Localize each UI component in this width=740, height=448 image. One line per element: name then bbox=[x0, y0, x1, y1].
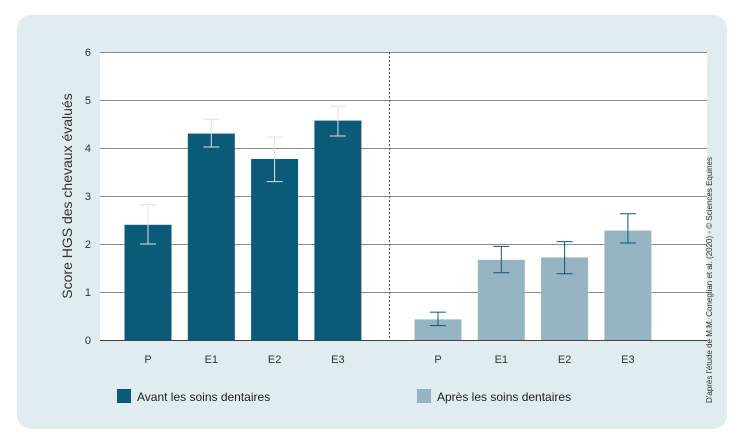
bar-s0-E2 bbox=[251, 159, 299, 340]
legend-label-avant: Avant les soins dentaires bbox=[137, 390, 270, 404]
y-tick-label-6: 6 bbox=[85, 47, 91, 59]
y-tick-label-4: 4 bbox=[85, 143, 91, 155]
legend-swatch-apres bbox=[417, 389, 431, 403]
x-tick-label-s0-E3: E3 bbox=[331, 354, 344, 366]
x-tick-label-s0-E2: E2 bbox=[268, 354, 281, 366]
legend-label-apres: Après les soins dentaires bbox=[437, 390, 571, 404]
y-axis-label: Score HGS des chevaux évalués bbox=[59, 93, 75, 298]
x-tick-label-s1-E2: E2 bbox=[558, 354, 571, 366]
x-tick-label-s1-E1: E1 bbox=[495, 354, 508, 366]
source-credit: D'après l'étude de M.M. Coneglian et al.… bbox=[705, 157, 714, 403]
x-tick-label-s1-E3: E3 bbox=[621, 354, 634, 366]
bar-s0-E3 bbox=[314, 120, 362, 340]
bar-s1-P bbox=[414, 319, 462, 340]
y-tick-label-3: 3 bbox=[85, 191, 91, 203]
error-bars bbox=[140, 105, 636, 327]
bar-s1-E3 bbox=[604, 230, 652, 340]
y-tick-label-5: 5 bbox=[85, 95, 91, 107]
x-axis-ticks: P E1 E2 E3 P E1 E2 E3 bbox=[144, 354, 634, 366]
x-tick-label-s0-P: P bbox=[144, 354, 151, 366]
x-tick-label-s0-E1: E1 bbox=[205, 354, 218, 366]
y-axis-ticks: 0 1 2 3 4 5 6 bbox=[85, 47, 91, 347]
y-tick-label-2: 2 bbox=[85, 239, 91, 251]
legend-swatch-avant bbox=[117, 389, 131, 403]
bar-s0-E1 bbox=[187, 133, 235, 340]
y-tick-label-0: 0 bbox=[85, 335, 91, 347]
x-tick-label-s1-P: P bbox=[434, 354, 441, 366]
y-tick-label-1: 1 bbox=[85, 287, 91, 299]
